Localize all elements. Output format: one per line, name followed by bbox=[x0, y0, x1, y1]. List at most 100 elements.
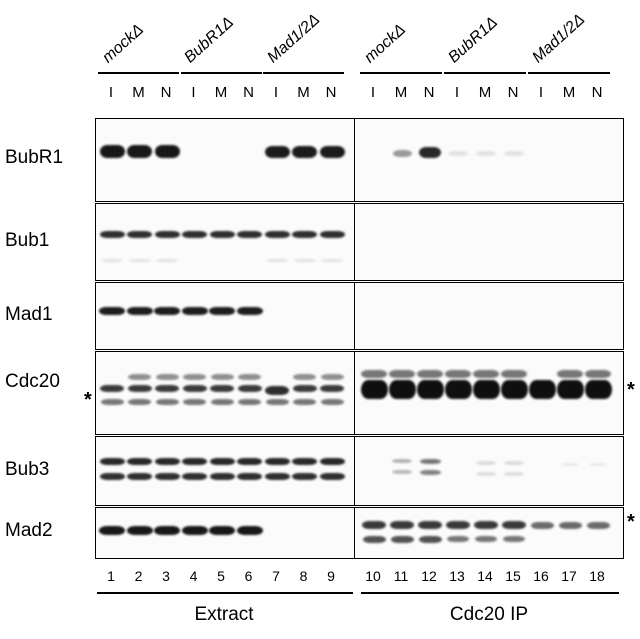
blot-band bbox=[126, 306, 153, 315]
lane-number-12: 12 bbox=[421, 568, 437, 584]
blot-band bbox=[236, 306, 263, 315]
blot-band bbox=[182, 457, 207, 465]
row-label-bub3: Bub3 bbox=[5, 459, 50, 480]
blot-panel-cdc20 bbox=[95, 351, 624, 435]
blot-band bbox=[238, 399, 261, 406]
lane-letter-18: N bbox=[591, 84, 603, 101]
lane-letter-8: M bbox=[297, 84, 310, 101]
blot-band bbox=[127, 145, 152, 159]
blot-band bbox=[556, 380, 584, 400]
section-divider bbox=[353, 508, 355, 558]
blot-band bbox=[389, 370, 415, 379]
blot-band bbox=[361, 370, 387, 379]
blot-band bbox=[293, 373, 316, 380]
blot-band bbox=[447, 536, 469, 542]
blot-panel-mad1 bbox=[95, 282, 624, 350]
blot-band bbox=[504, 150, 524, 156]
blot-band bbox=[476, 471, 496, 476]
blot-band bbox=[264, 472, 290, 480]
lane-number-13: 13 bbox=[449, 568, 465, 584]
lane-letter-6: N bbox=[243, 84, 254, 101]
lane-letter-2: M bbox=[132, 84, 145, 101]
blot-band bbox=[360, 380, 388, 400]
blot-band bbox=[99, 526, 125, 535]
blot-band bbox=[210, 373, 234, 380]
lane-letter-9: N bbox=[325, 84, 337, 101]
blot-band bbox=[155, 373, 179, 380]
blot-band bbox=[392, 470, 412, 475]
blot-band bbox=[390, 521, 414, 529]
blot-band bbox=[418, 521, 442, 529]
blot-band bbox=[419, 458, 441, 464]
blot-panel-mad2 bbox=[95, 507, 624, 559]
blot-band bbox=[392, 149, 412, 157]
blot-panel-bubr1 bbox=[95, 118, 624, 202]
asterisk-cdc20-right: * bbox=[627, 379, 635, 401]
blot-band bbox=[362, 535, 386, 543]
blot-band bbox=[128, 258, 151, 262]
lane-letter-15: N bbox=[507, 84, 519, 101]
blot-band bbox=[320, 373, 344, 380]
blot-band bbox=[388, 380, 416, 400]
lane-letter-11: M bbox=[394, 84, 408, 101]
blot-band bbox=[127, 384, 152, 392]
blot-band bbox=[266, 258, 288, 262]
blot-band bbox=[182, 472, 207, 480]
lane-number-11: 11 bbox=[393, 568, 409, 584]
lane-number-15: 15 bbox=[505, 568, 521, 584]
lane-letter-12: N bbox=[423, 84, 435, 101]
blot-band bbox=[558, 521, 582, 529]
blot-band bbox=[362, 521, 386, 529]
blot-band bbox=[127, 457, 152, 465]
lane-number-14: 14 bbox=[477, 568, 493, 584]
blot-band bbox=[209, 230, 235, 238]
blot-band bbox=[586, 521, 610, 529]
blot-band bbox=[99, 230, 125, 238]
group-label-mad12-extract: Mad1/2Δ bbox=[264, 10, 324, 67]
group-underline bbox=[180, 72, 262, 74]
group-label-mock-ip: mockΔ bbox=[361, 21, 410, 67]
blot-band bbox=[444, 380, 472, 400]
lane-letter-14: M bbox=[478, 84, 492, 101]
blot-band bbox=[321, 258, 343, 262]
lane-letter-10: I bbox=[370, 84, 376, 101]
blot-band bbox=[530, 521, 554, 529]
lane-number-17: 17 bbox=[561, 568, 577, 584]
blot-band bbox=[319, 472, 345, 480]
blot-panel-bub3 bbox=[95, 436, 624, 506]
blot-band bbox=[392, 459, 412, 464]
lane-letter-13: I bbox=[454, 84, 460, 101]
blot-band bbox=[264, 457, 290, 465]
cdc20ip-underline bbox=[361, 592, 619, 594]
asterisk-cdc20-left: * bbox=[84, 389, 92, 411]
blot-band bbox=[127, 472, 152, 480]
lane-number-18: 18 bbox=[589, 568, 605, 584]
blot-band bbox=[417, 370, 443, 379]
blot-panel-bub1 bbox=[95, 203, 624, 281]
blot-band bbox=[154, 457, 180, 465]
group-underline bbox=[444, 72, 526, 74]
blot-band bbox=[472, 380, 500, 400]
blot-band bbox=[319, 230, 345, 238]
group-label-bubr1-ip: BubR1Δ bbox=[445, 13, 501, 67]
row-label-bub1: Bub1 bbox=[5, 230, 50, 251]
group-underline bbox=[360, 72, 442, 74]
lane-number-10: 10 bbox=[365, 568, 381, 584]
blot-band bbox=[474, 521, 498, 529]
blot-band bbox=[416, 380, 444, 400]
blot-band bbox=[504, 460, 524, 465]
group-underline bbox=[528, 72, 610, 74]
blot-band bbox=[209, 526, 235, 535]
lane-number-4: 4 bbox=[189, 568, 198, 584]
blot-band bbox=[181, 306, 208, 315]
lane-number-7: 7 bbox=[272, 568, 280, 584]
blot-band bbox=[446, 521, 470, 529]
blot-band bbox=[561, 462, 579, 466]
blot-band bbox=[154, 526, 180, 535]
blot-band bbox=[100, 399, 124, 406]
section-divider bbox=[353, 119, 355, 201]
group-underline bbox=[263, 72, 344, 74]
blot-band bbox=[504, 471, 524, 476]
blot-band bbox=[419, 469, 441, 475]
